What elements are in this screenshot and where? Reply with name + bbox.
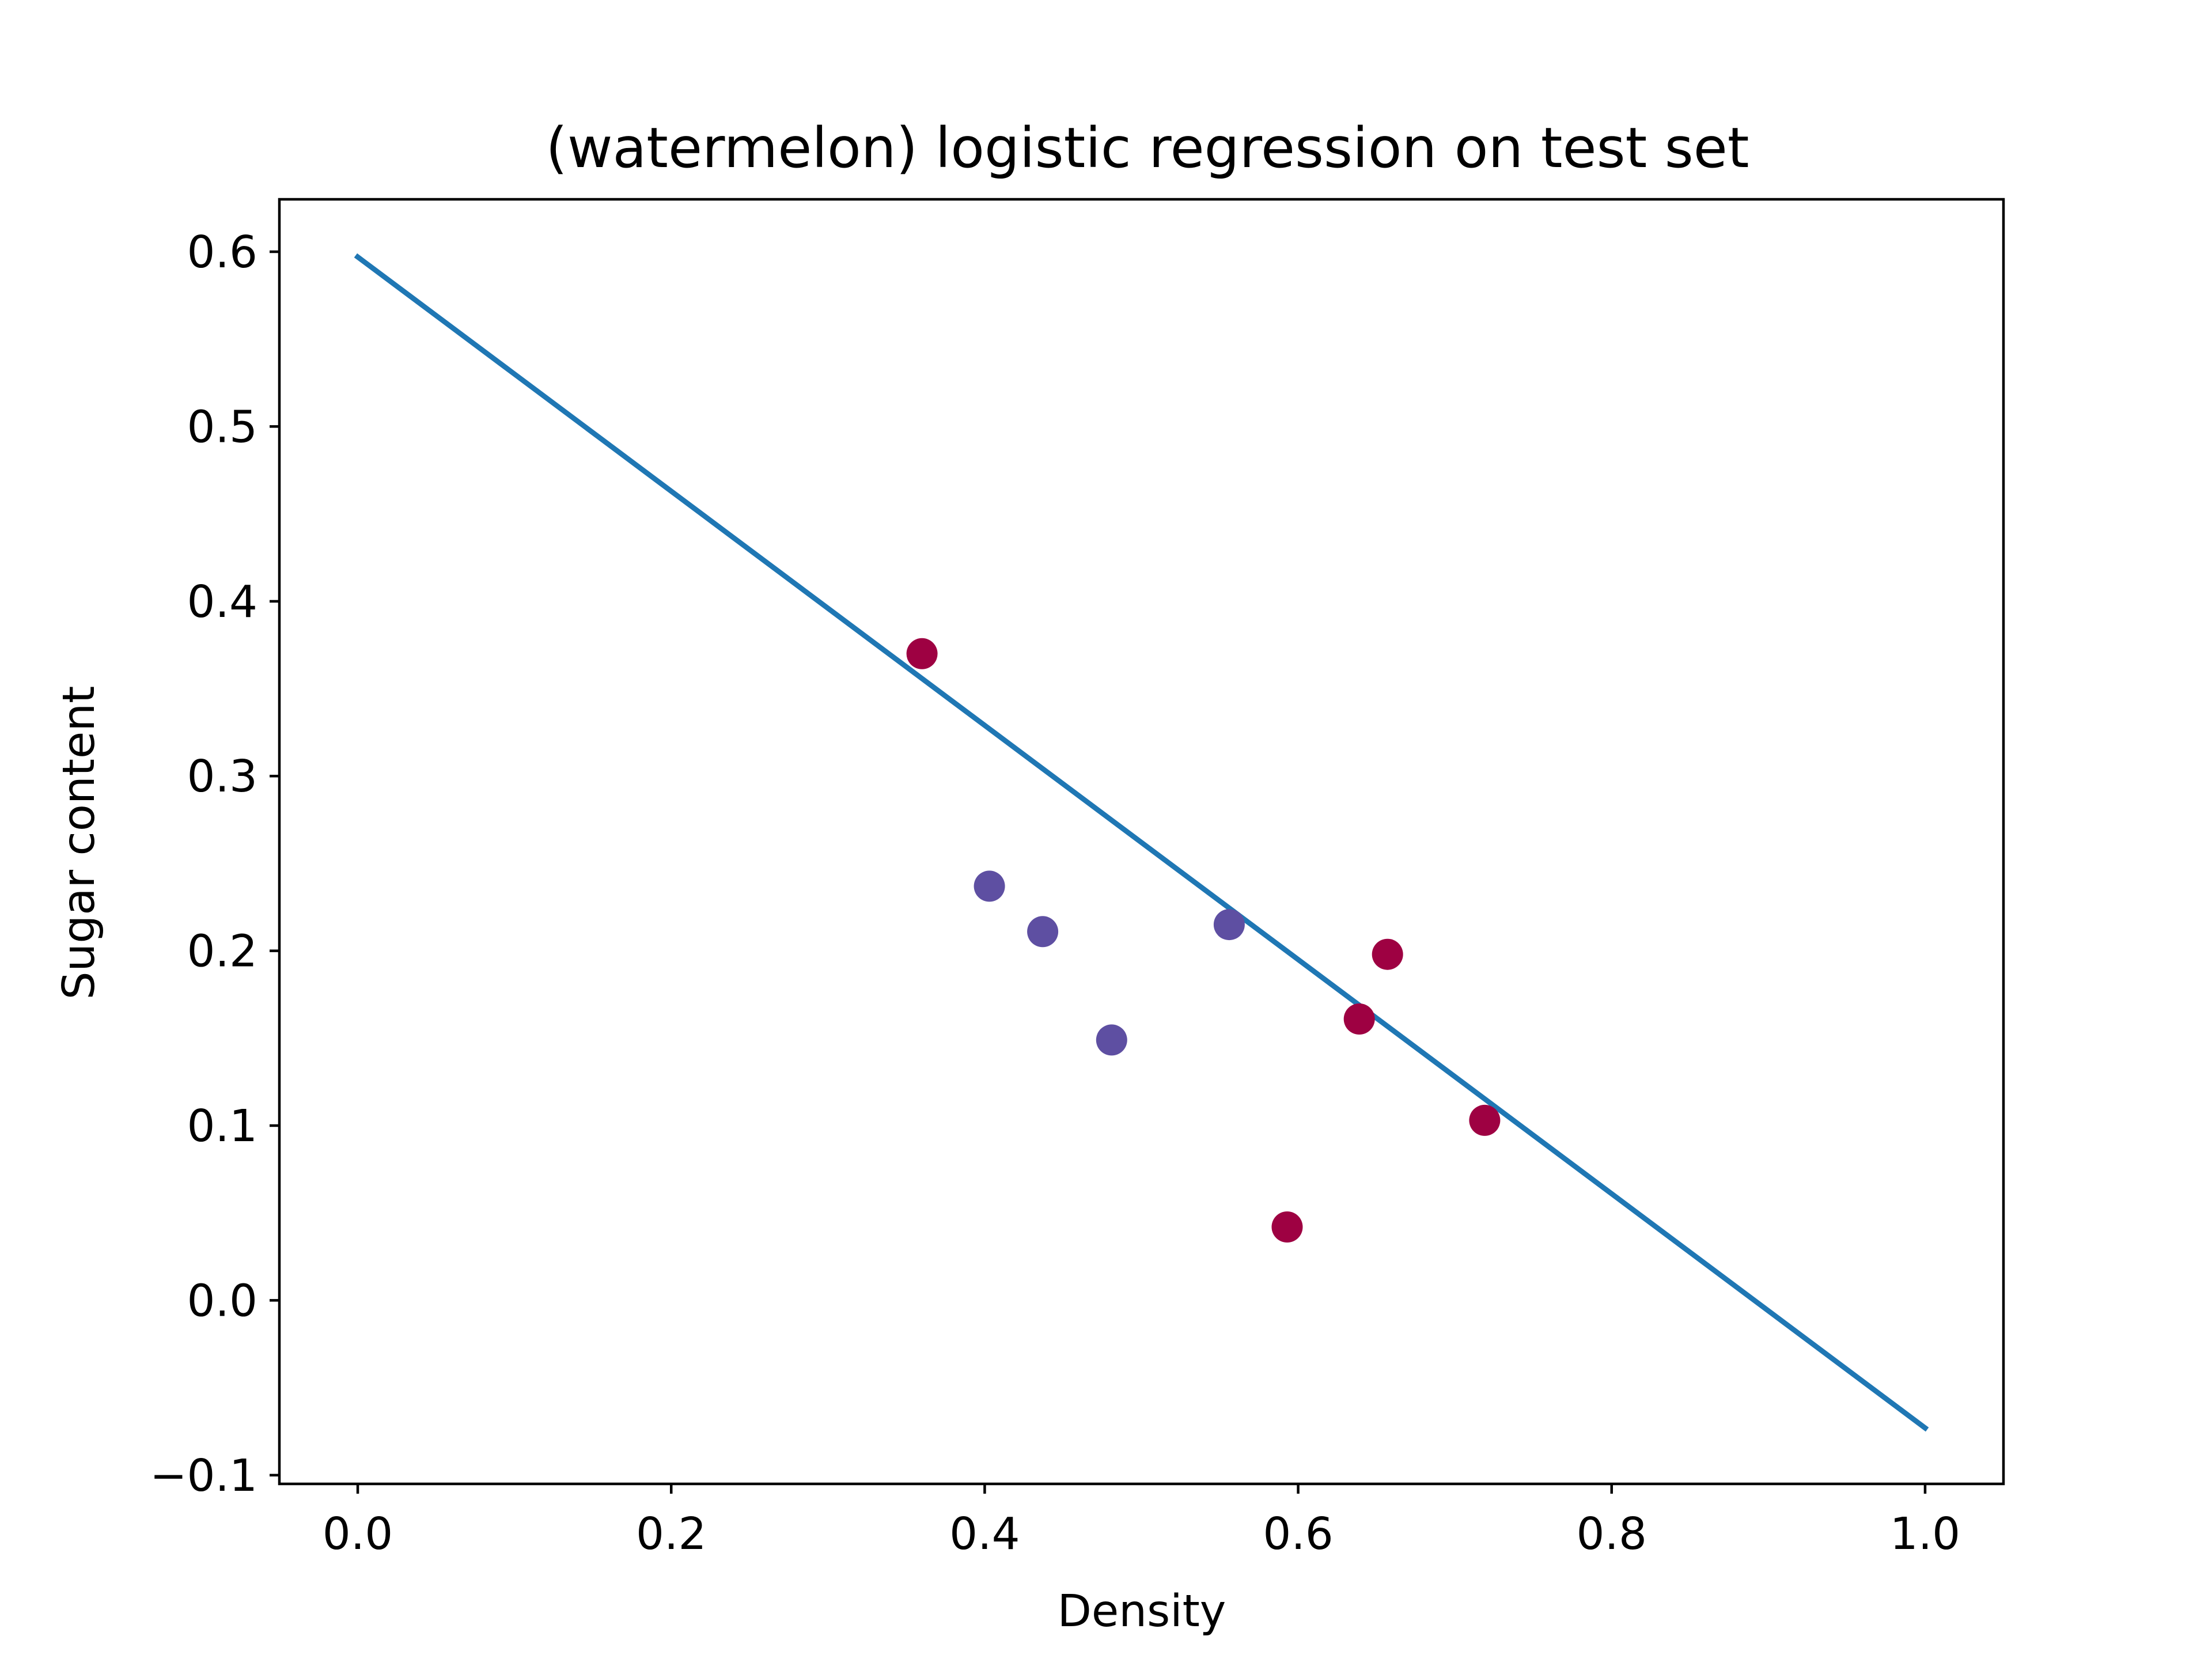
series-1-point-3 bbox=[1213, 909, 1245, 941]
series-0-point-1 bbox=[1271, 1211, 1303, 1243]
series-0-point-4 bbox=[1469, 1104, 1501, 1136]
y-axis-label: Sugar content bbox=[54, 686, 105, 1000]
x-axis: 0.0 0.2 0.4 0.6 0.8 1.0 bbox=[323, 1484, 1960, 1560]
y-tick-label: 0.6 bbox=[187, 227, 257, 278]
series-1-point-0 bbox=[974, 870, 1005, 902]
y-axis: −0.1 0.0 0.1 0.2 0.3 0.4 0.5 0.6 bbox=[150, 227, 279, 1502]
y-tick-label: −0.1 bbox=[150, 1450, 257, 1502]
plot-area bbox=[354, 253, 1929, 1432]
chart-title: (watermelon) logistic regression on test… bbox=[546, 116, 1749, 180]
y-tick-label: 0.2 bbox=[187, 926, 257, 978]
x-tick-label: 1.0 bbox=[1890, 1509, 1960, 1560]
series-1-point-1 bbox=[1027, 916, 1059, 948]
y-tick-label: 0.5 bbox=[187, 402, 257, 453]
x-tick-label: 0.0 bbox=[323, 1509, 393, 1560]
series-1-point-2 bbox=[1096, 1024, 1127, 1056]
series-0-point-2 bbox=[1343, 1003, 1375, 1035]
series-2-line bbox=[354, 253, 1929, 1432]
x-tick-label: 0.8 bbox=[1577, 1509, 1647, 1560]
plot-frame bbox=[278, 198, 2005, 1486]
y-tick-label: 0.0 bbox=[187, 1275, 257, 1327]
y-tick-label: 0.3 bbox=[187, 751, 257, 802]
x-axis-label: Density bbox=[1058, 1586, 1226, 1637]
series-0-point-0 bbox=[906, 638, 938, 669]
x-tick-label: 0.2 bbox=[636, 1509, 706, 1560]
y-tick-label: 0.4 bbox=[187, 577, 257, 628]
x-tick-label: 0.4 bbox=[949, 1509, 1020, 1560]
x-tick-label: 0.6 bbox=[1263, 1509, 1333, 1560]
y-tick-label: 0.1 bbox=[187, 1101, 257, 1152]
series-0-point-3 bbox=[1372, 938, 1403, 970]
